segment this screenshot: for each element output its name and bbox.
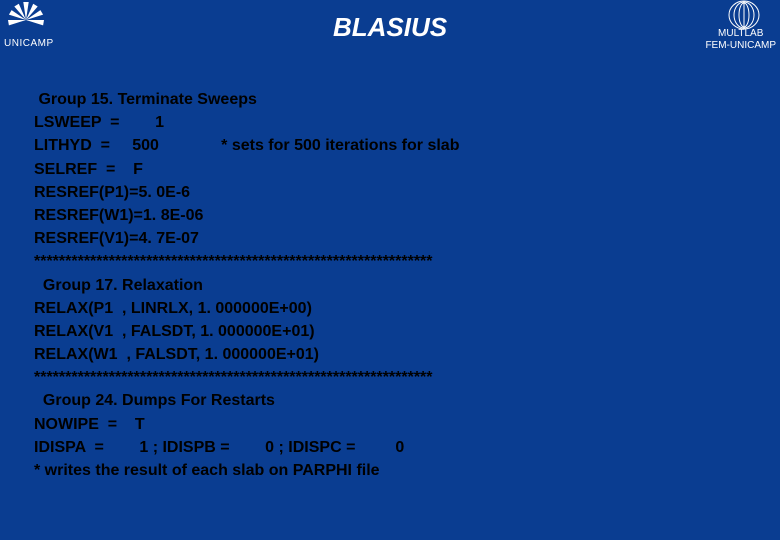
- right-label-line2: FEM-UNICAMP: [705, 40, 776, 51]
- right-org-label: MULTLAB FEM-UNICAMP: [705, 28, 776, 52]
- code-content: Group 15. Terminate Sweeps LSWEEP = 1 LI…: [34, 88, 760, 482]
- left-org-label: UNICAMP: [4, 38, 54, 49]
- right-label-line1: MULTLAB: [718, 28, 763, 39]
- page-title: BLASIUS: [0, 12, 780, 43]
